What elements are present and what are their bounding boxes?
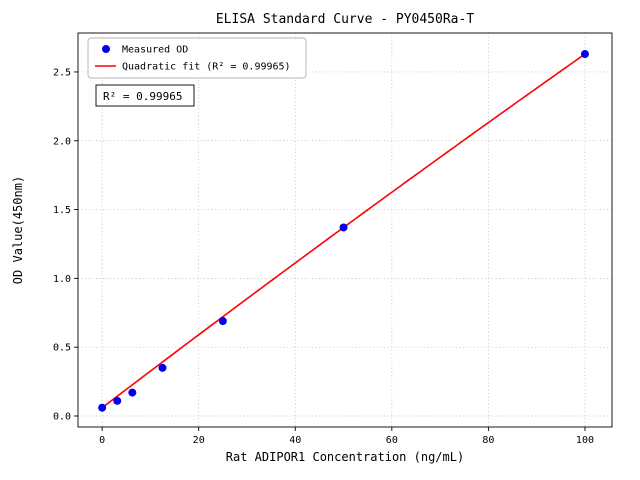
measured-od-point: [128, 388, 137, 397]
plot-border: [77, 32, 613, 428]
r-squared-annotation: R² = 0.99965: [95, 84, 195, 107]
y-tick-label: 0.5: [53, 343, 71, 354]
y-axis-label: OD Value(450nm): [11, 176, 25, 284]
measured-od-point: [218, 317, 227, 326]
annotation-box: [95, 84, 195, 107]
x-tick-label: 60: [386, 435, 398, 446]
grid-lines: [78, 33, 612, 427]
x-tick-label: 0: [99, 435, 105, 446]
legend-label-measured-od: Measured OD: [122, 45, 188, 56]
data-series: [98, 50, 589, 412]
measured-od-point: [339, 223, 348, 232]
y-tick-label: 0.0: [53, 411, 71, 422]
legend: Measured OD Quadratic fit (R² = 0.99965): [87, 37, 307, 79]
measured-od-point: [158, 363, 167, 372]
x-tick-label: 20: [193, 435, 205, 446]
annotation-text: R² = 0.99965: [103, 90, 182, 103]
chart-title: ELISA Standard Curve - PY0450Ra-T: [216, 12, 474, 27]
x-tick-label: 40: [289, 435, 301, 446]
y-tick-label: 2.5: [53, 67, 71, 78]
x-axis-label: Rat ADIPOR1 Concentration (ng/mL): [226, 450, 464, 464]
y-tick-label: 1.5: [53, 205, 71, 216]
measured-od-point: [113, 396, 122, 405]
x-tick-label: 80: [482, 435, 494, 446]
x-tick-label: 100: [576, 435, 594, 446]
legend-box: [87, 37, 307, 79]
legend-label-quadratic-fit: Quadratic fit (R² = 0.99965): [122, 62, 291, 73]
legend-marker-measured-od: [102, 45, 110, 53]
y-tick-label: 1.0: [53, 274, 71, 285]
measured-od-point: [98, 403, 107, 412]
y-tick-label: 2.0: [53, 136, 71, 147]
axis-ticks: 0 20 40 60 80 100 0.0 0.5 1.0 1.5 2.0 2.5: [53, 67, 594, 446]
measured-od-point: [580, 50, 589, 59]
